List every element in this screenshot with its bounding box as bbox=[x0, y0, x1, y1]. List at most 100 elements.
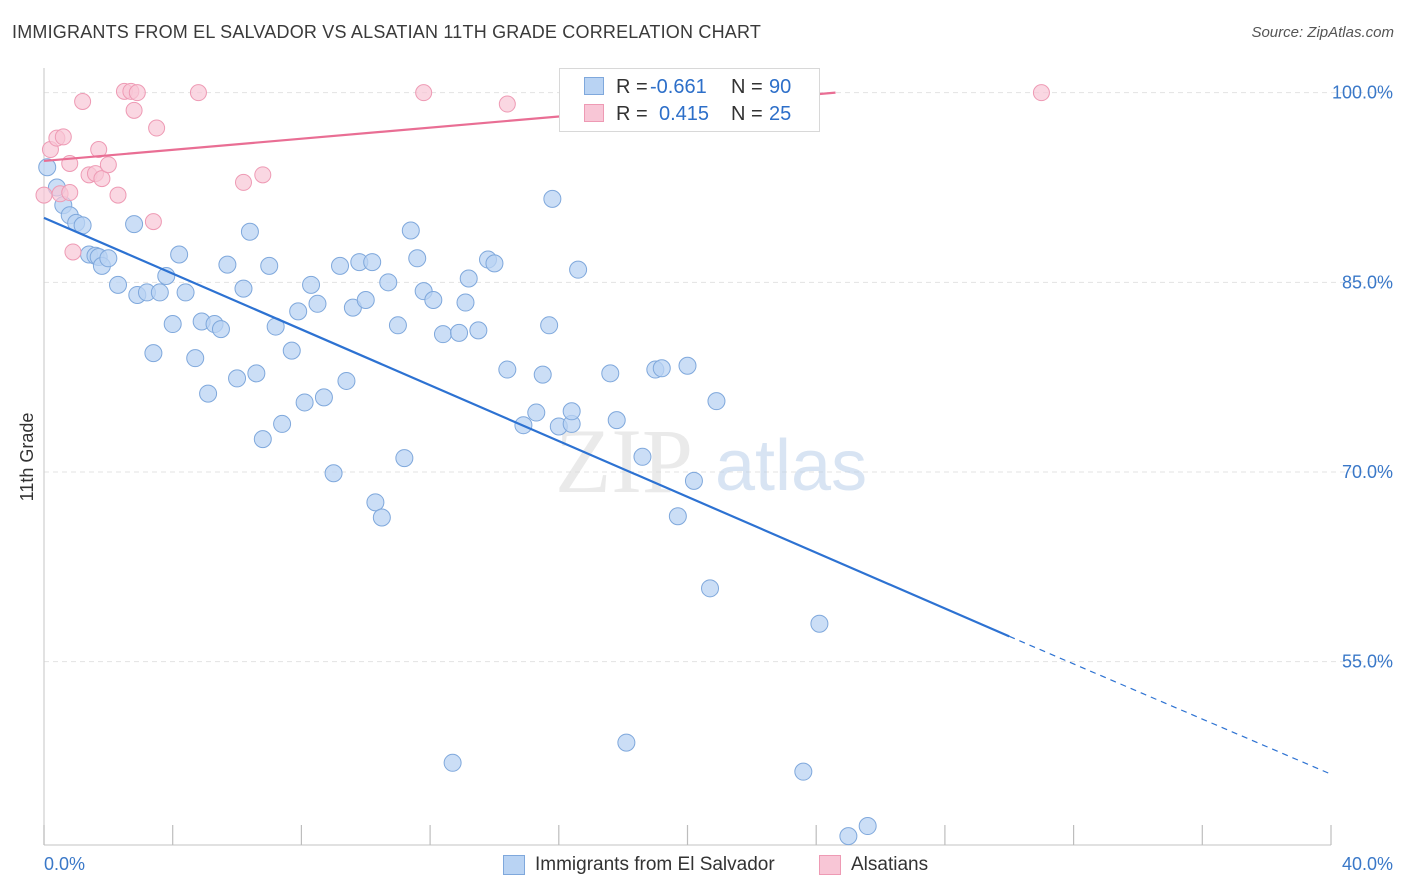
pink-swatch bbox=[819, 855, 841, 875]
data-point bbox=[308, 294, 327, 313]
data-point bbox=[707, 392, 726, 411]
data-point bbox=[839, 827, 858, 846]
data-point bbox=[109, 275, 128, 294]
data-point bbox=[498, 95, 516, 113]
data-point bbox=[543, 189, 562, 208]
data-point bbox=[363, 253, 382, 272]
data-point bbox=[35, 186, 53, 204]
stats-legend: R = -0.661 N = 90 R = 0.415 N = 25 bbox=[559, 68, 820, 132]
r-value: -0.661 bbox=[650, 76, 707, 98]
data-point bbox=[533, 365, 552, 384]
data-point bbox=[356, 291, 375, 310]
data-point bbox=[234, 279, 253, 298]
data-point bbox=[331, 256, 350, 275]
y-tick-label: 100.0% bbox=[1332, 83, 1393, 103]
data-point bbox=[498, 360, 517, 379]
data-point bbox=[273, 414, 292, 433]
watermark-atlas: atlas bbox=[715, 426, 867, 506]
data-point bbox=[295, 393, 314, 412]
data-point bbox=[678, 356, 697, 375]
stats-row-alsatians: R = 0.415 N = 25 bbox=[560, 100, 819, 128]
y-axis-label: 11th Grade bbox=[17, 413, 37, 502]
data-point bbox=[701, 579, 720, 598]
data-point bbox=[64, 243, 82, 261]
x-tick-label-max: 40.0% bbox=[1342, 854, 1393, 874]
data-point bbox=[163, 315, 182, 334]
stats-row-el-salvador: R = -0.661 N = 90 bbox=[560, 73, 819, 101]
series-alsatians-points bbox=[35, 82, 1050, 261]
data-point bbox=[337, 371, 356, 390]
data-point bbox=[247, 364, 266, 383]
data-point bbox=[415, 84, 433, 102]
data-point bbox=[569, 260, 588, 279]
data-point bbox=[469, 321, 488, 340]
data-point bbox=[633, 447, 652, 466]
data-point bbox=[150, 283, 169, 302]
data-point bbox=[170, 245, 189, 264]
data-point bbox=[794, 762, 813, 781]
data-point bbox=[607, 411, 626, 430]
blue-swatch bbox=[503, 855, 525, 875]
data-point bbox=[668, 507, 687, 526]
data-point bbox=[176, 283, 195, 302]
trend-line-el-salvador-extension bbox=[1009, 635, 1332, 775]
data-point bbox=[324, 464, 343, 483]
data-point bbox=[125, 215, 144, 234]
legend-label: Immigrants from El Salvador bbox=[535, 854, 775, 875]
data-point bbox=[254, 166, 272, 184]
data-point bbox=[562, 402, 581, 421]
data-point bbox=[240, 222, 259, 241]
chart-legend: Immigrants from El Salvador Alsatians bbox=[0, 850, 1406, 880]
data-point bbox=[93, 170, 111, 188]
r-label: R = bbox=[616, 103, 648, 125]
trend-line-el-salvador bbox=[43, 216, 1010, 638]
data-point bbox=[433, 325, 452, 344]
data-point bbox=[90, 141, 108, 159]
data-point bbox=[211, 320, 230, 339]
series-el-salvador-points bbox=[38, 158, 877, 846]
x-tick-label-min: 0.0% bbox=[44, 854, 85, 874]
n-label: N = bbox=[731, 103, 763, 125]
chart-title: IMMIGRANTS FROM EL SALVADOR VS ALSATIAN … bbox=[12, 22, 762, 42]
data-point bbox=[99, 249, 118, 268]
y-tick-labels: 55.0% 70.0% 85.0% 100.0% bbox=[1332, 83, 1393, 672]
data-point bbox=[189, 84, 207, 102]
n-label: N = bbox=[731, 76, 763, 98]
watermark: ZIP atlas bbox=[555, 410, 867, 512]
data-point bbox=[366, 493, 385, 512]
y-tick-label: 85.0% bbox=[1342, 272, 1393, 292]
y-tick-label: 70.0% bbox=[1342, 462, 1393, 482]
data-point bbox=[652, 359, 671, 378]
data-point bbox=[38, 158, 57, 177]
y-tick-label: 55.0% bbox=[1342, 652, 1393, 672]
data-point bbox=[218, 255, 237, 274]
data-point bbox=[858, 817, 877, 836]
data-point bbox=[443, 753, 462, 772]
data-point bbox=[395, 449, 414, 468]
data-point bbox=[253, 430, 272, 449]
data-point bbox=[234, 173, 252, 191]
blue-swatch bbox=[584, 77, 604, 95]
data-point bbox=[109, 186, 127, 204]
data-point bbox=[54, 128, 72, 146]
data-point bbox=[282, 341, 301, 360]
data-point bbox=[408, 249, 427, 268]
data-point bbox=[128, 84, 146, 102]
data-point bbox=[302, 275, 321, 294]
data-point bbox=[99, 156, 117, 174]
data-point bbox=[527, 403, 546, 422]
data-point bbox=[144, 213, 162, 231]
chart-source: Source: ZipAtlas.com bbox=[1251, 24, 1394, 41]
data-point bbox=[228, 369, 247, 388]
data-point bbox=[199, 384, 218, 403]
data-point bbox=[810, 614, 829, 633]
data-point bbox=[485, 254, 504, 273]
data-point bbox=[186, 349, 205, 368]
data-point bbox=[314, 388, 333, 407]
n-value: 90 bbox=[769, 76, 792, 98]
data-point bbox=[379, 273, 398, 292]
data-point bbox=[74, 92, 92, 110]
r-label: R = bbox=[616, 76, 648, 98]
n-value: 25 bbox=[769, 103, 792, 125]
